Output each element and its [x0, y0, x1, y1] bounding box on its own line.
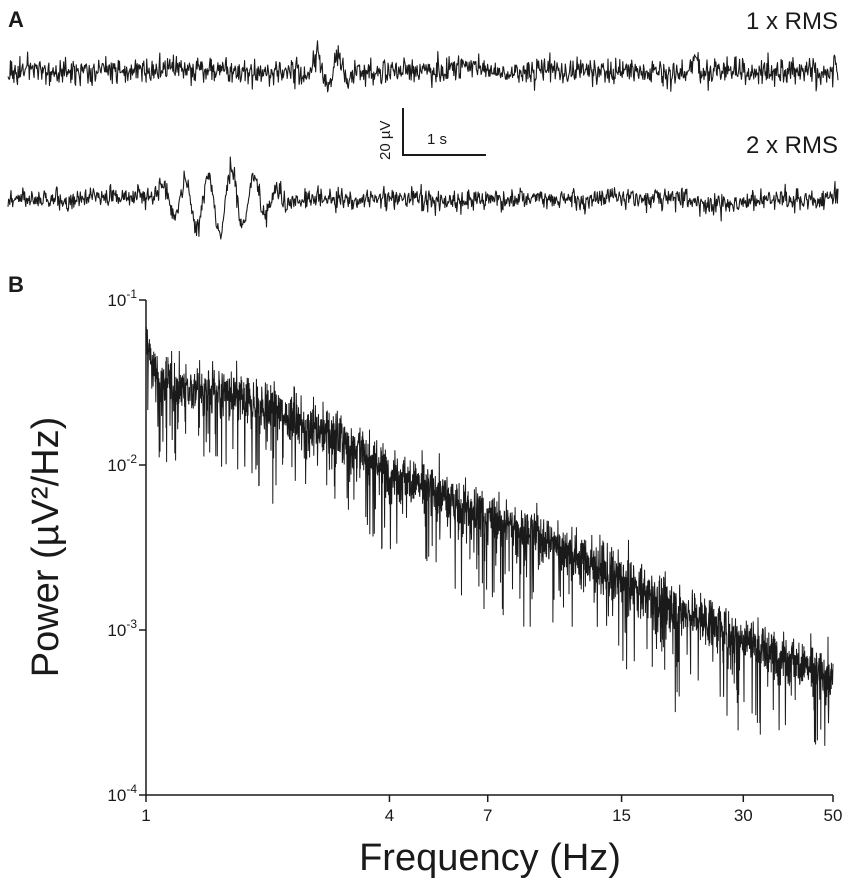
scale-bar: 20 µV 1 s — [377, 108, 486, 160]
panel-a-letter: A — [8, 7, 24, 32]
x-tick-label: 15 — [612, 806, 631, 825]
eeg-trace-2x-rms — [7, 156, 839, 240]
power-spectrum-axes — [145, 300, 833, 796]
trace-2-label: 2 x RMS — [746, 132, 838, 159]
x-tick-label: 4 — [385, 806, 394, 825]
y-axis-label: Power (µV²/Hz) — [25, 417, 67, 677]
eeg-trace-1x-rms — [7, 40, 839, 93]
y-ticks: 10-1 10-2 10-3 10-4 — [107, 287, 146, 805]
x-tick-label: 30 — [734, 806, 753, 825]
x-tick-label: 7 — [483, 806, 492, 825]
y-tick-label: 10-1 — [107, 287, 137, 310]
power-spectrum-line — [145, 326, 834, 746]
scale-amplitude-label: 20 µV — [377, 121, 394, 161]
trace-1-label: 1 x RMS — [746, 8, 838, 35]
y-tick-label: 10-3 — [107, 617, 137, 640]
y-tick-label: 10-4 — [107, 782, 137, 805]
panel-b-letter: B — [8, 272, 24, 297]
x-tick-label: 1 — [141, 806, 150, 825]
y-tick-label: 10-2 — [107, 452, 137, 475]
scale-time-label: 1 s — [427, 131, 447, 148]
x-ticks: 1 4 7 15 30 50 — [141, 795, 842, 825]
x-tick-label: 50 — [824, 806, 843, 825]
x-axis-label: Frequency (Hz) — [359, 837, 621, 879]
